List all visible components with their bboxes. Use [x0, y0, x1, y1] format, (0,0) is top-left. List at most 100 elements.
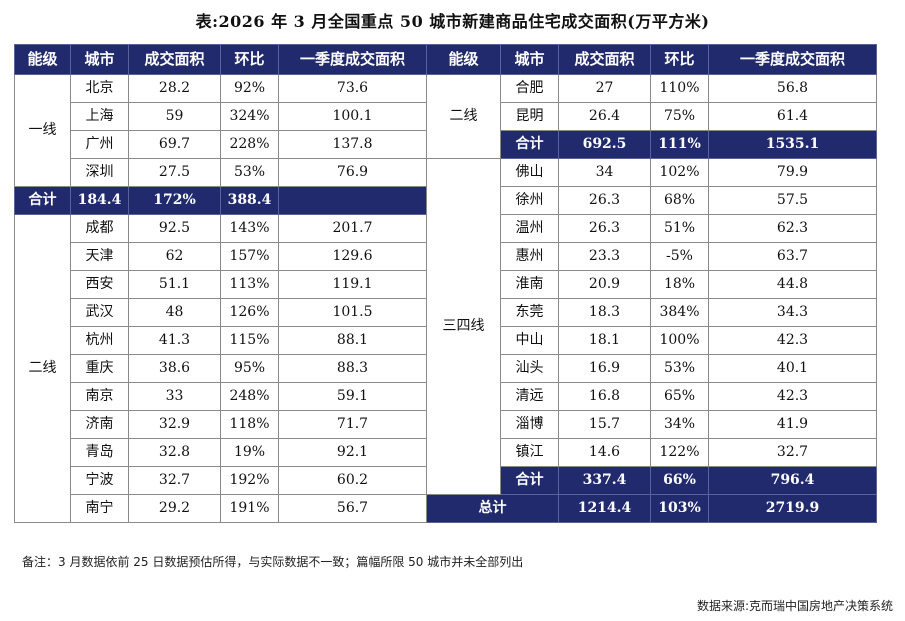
q1-cell: 201.7 [278, 214, 427, 243]
header-city: 城市 [500, 44, 559, 75]
mom-cell: 34% [650, 410, 709, 439]
table-row: 宁波 32.7 192% 60.2 合计 337.4 66% 796.4 [15, 466, 877, 495]
q1-cell: 88.1 [278, 326, 427, 355]
area-cell: 26.4 [558, 102, 651, 131]
table-row: 南京 33 248% 59.1 清远 16.8 65% 42.3 [15, 382, 877, 411]
q1-cell: 62.3 [708, 214, 877, 243]
city-cell: 汕头 [500, 354, 559, 383]
header-area: 成交面积 [128, 44, 221, 75]
grand-total-area: 1214.4 [558, 494, 651, 523]
mom-cell: 68% [650, 186, 709, 215]
q1-cell: 59.1 [278, 382, 427, 411]
city-cell: 重庆 [70, 354, 129, 383]
q1-cell: 60.2 [278, 466, 427, 495]
q1-cell: 42.3 [708, 382, 877, 411]
q1-cell: 42.3 [708, 326, 877, 355]
city-cell: 佛山 [500, 158, 559, 187]
city-cell: 合肥 [500, 74, 559, 103]
mom-cell: 324% [220, 102, 279, 131]
total-label: 合计 [14, 186, 71, 215]
area-cell: 34 [558, 158, 651, 187]
header-mom: 环比 [650, 44, 709, 75]
area-cell: 51.1 [128, 270, 221, 299]
total-label: 合计 [500, 130, 559, 159]
header-tier: 能级 [14, 44, 71, 75]
mom-cell: -5% [650, 242, 709, 271]
q1-cell: 71.7 [278, 410, 427, 439]
area-cell: 32.8 [128, 438, 221, 467]
table-row: 天津 62 157% 129.6 惠州 23.3 -5% 63.7 [15, 242, 877, 271]
city-cell: 中山 [500, 326, 559, 355]
city-cell: 西安 [70, 270, 129, 299]
grand-total-mom: 103% [650, 494, 709, 523]
total-q1: 1535.1 [708, 130, 877, 159]
area-cell: 16.9 [558, 354, 651, 383]
area-cell: 20.9 [558, 270, 651, 299]
city-cell: 宁波 [70, 466, 129, 495]
data-source: 数据来源:克而瑞中国房地产决策系统 [696, 599, 893, 613]
q1-cell: 56.7 [278, 494, 427, 523]
grand-total-label: 总计 [426, 494, 559, 523]
area-cell: 69.7 [128, 130, 221, 159]
mom-cell: 19% [220, 438, 279, 467]
area-cell: 48 [128, 298, 221, 327]
mom-cell: 143% [220, 214, 279, 243]
city-cell: 济南 [70, 410, 129, 439]
q1-cell: 76.9 [278, 158, 427, 187]
mom-cell: 95% [220, 354, 279, 383]
total-mom: 172% [128, 186, 221, 215]
city-cell: 淮南 [500, 270, 559, 299]
mom-cell: 384% [650, 298, 709, 327]
city-cell: 青岛 [70, 438, 129, 467]
table-row: 合计 184.4 172% 388.4 徐州 26.3 68% 57.5 [14, 186, 877, 215]
city-cell: 上海 [70, 102, 129, 131]
q1-cell: 88.3 [278, 354, 427, 383]
city-cell: 南京 [70, 382, 129, 411]
city-cell: 惠州 [500, 242, 559, 271]
total-q1: 796.4 [708, 466, 877, 495]
area-cell: 62 [128, 242, 221, 271]
table-row: 重庆 38.6 95% 88.3 汕头 16.9 53% 40.1 [15, 354, 877, 383]
table-row: 二线 成都 92.5 143% 201.7 温州 26.3 51% 62.3 [14, 214, 877, 523]
total-area: 337.4 [558, 466, 651, 495]
area-cell: 41.3 [128, 326, 221, 355]
area-cell: 26.3 [558, 214, 651, 243]
area-cell: 15.7 [558, 410, 651, 439]
area-cell: 38.6 [128, 354, 221, 383]
area-cell: 23.3 [558, 242, 651, 271]
mom-cell: 53% [650, 354, 709, 383]
city-cell: 杭州 [70, 326, 129, 355]
mom-cell: 100% [650, 326, 709, 355]
mom-cell: 192% [220, 466, 279, 495]
table-row: 杭州 41.3 115% 88.1 中山 18.1 100% 42.3 [15, 326, 877, 355]
table-row: 上海 59 324% 100.1 昆明 26.4 75% 61.4 [15, 102, 877, 131]
table-row: 一线 北京 28.2 92% 73.6 二线 合肥 27 110% 56.8 [14, 74, 877, 187]
q1-cell: 57.5 [708, 186, 877, 215]
q1-cell: 40.1 [708, 354, 877, 383]
tier-label-t1: 一线 [14, 74, 71, 187]
area-cell: 27 [558, 74, 651, 103]
mom-cell: 18% [650, 270, 709, 299]
city-cell: 淄博 [500, 410, 559, 439]
city-cell: 南宁 [70, 494, 129, 523]
mom-cell: 113% [220, 270, 279, 299]
mom-cell: 92% [220, 74, 279, 103]
table-row: 西安 51.1 113% 119.1 淮南 20.9 18% 44.8 [15, 270, 877, 299]
q1-cell: 61.4 [708, 102, 877, 131]
mom-cell: 110% [650, 74, 709, 103]
q1-cell: 41.9 [708, 410, 877, 439]
total-spacer [278, 186, 427, 215]
total-mom: 111% [650, 130, 709, 159]
footnote: 备注：3 月数据依前 25 日数据预估所得，与实际数据不一致；篇幅所限 50 城… [22, 555, 524, 569]
q1-cell: 119.1 [278, 270, 427, 299]
mom-cell: 122% [650, 438, 709, 467]
header-row: 能级 城市 成交面积 环比 一季度成交面积 能级 城市 成交面积 环比 一季度成… [14, 44, 877, 75]
mom-cell: 51% [650, 214, 709, 243]
table-row: 南宁 29.2 191% 56.7 总计 1214.4 103% 2719.9 [15, 494, 877, 523]
table-row: 青岛 32.8 19% 92.1 镇江 14.6 122% 32.7 [15, 438, 877, 467]
area-cell: 29.2 [128, 494, 221, 523]
table-row: 武汉 48 126% 101.5 东莞 18.3 384% 34.3 [15, 298, 877, 327]
city-cell: 清远 [500, 382, 559, 411]
header-area: 成交面积 [558, 44, 651, 75]
total-mom: 66% [650, 466, 709, 495]
